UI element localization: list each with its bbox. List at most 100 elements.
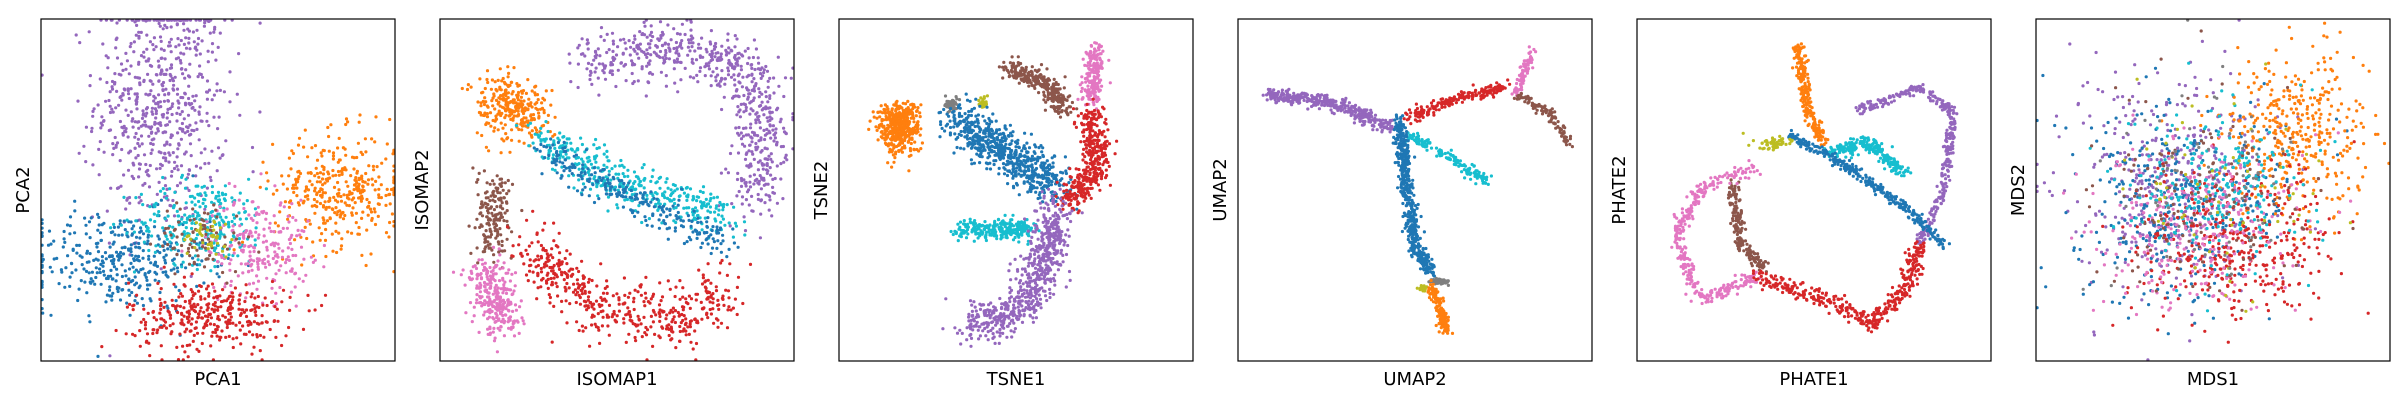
- scatter-point: [551, 143, 555, 147]
- scatter-point: [499, 233, 503, 237]
- scatter-point: [188, 19, 193, 22]
- scatter-point: [251, 170, 255, 174]
- scatter-point: [216, 190, 221, 194]
- scatter-point: [681, 308, 685, 312]
- scatter-point: [499, 184, 503, 188]
- scatter-point: [207, 249, 211, 253]
- scatter-point: [758, 236, 763, 240]
- scatter-point: [592, 307, 596, 311]
- scatter-point: [595, 146, 599, 151]
- scatter-point: [99, 19, 103, 22]
- scatter-point: [602, 38, 606, 43]
- scatter-point: [490, 309, 494, 313]
- scatter-point: [201, 223, 205, 227]
- scatter-point: [249, 308, 253, 312]
- scatter-point: [524, 273, 529, 277]
- scatter-point: [517, 243, 521, 247]
- scatter-point: [142, 50, 146, 54]
- scatter-point: [484, 229, 488, 233]
- scatter-point: [191, 293, 195, 298]
- scatter-point: [756, 181, 760, 185]
- scatter-point: [115, 56, 120, 60]
- scatter-point: [698, 54, 702, 58]
- scatter-point: [301, 279, 305, 283]
- scatter-point: [59, 268, 64, 272]
- scatter-point: [151, 112, 155, 116]
- scatter-point: [242, 310, 246, 314]
- scatter-point: [150, 110, 154, 114]
- scatter-point: [771, 191, 775, 195]
- scatter-point: [729, 62, 734, 66]
- scatter-point: [572, 154, 576, 158]
- scatter-point: [94, 275, 98, 280]
- scatter-point: [472, 305, 476, 309]
- scatter-point: [735, 113, 739, 117]
- scatter-point: [516, 98, 520, 102]
- scatter-point: [552, 304, 556, 308]
- scatter-point: [674, 346, 678, 350]
- scatter-point: [524, 124, 528, 128]
- scatter-point: [229, 240, 233, 244]
- scatter-point: [256, 267, 260, 271]
- scatter-point: [274, 302, 278, 306]
- scatter-point: [715, 58, 719, 62]
- scatter-point: [617, 302, 621, 306]
- scatter-point: [677, 54, 681, 58]
- scatter-point: [104, 99, 108, 103]
- scatter-point: [211, 224, 215, 228]
- scatter-point: [257, 305, 261, 310]
- scatter-point: [590, 63, 594, 67]
- scatter-point: [278, 210, 282, 214]
- scatter-point: [664, 84, 669, 88]
- scatter-point: [590, 323, 594, 327]
- scatter-point: [491, 214, 495, 218]
- scatter-point: [608, 181, 612, 186]
- scatter-point: [875, 116, 879, 120]
- scatter-point: [188, 301, 192, 305]
- scatter-point: [126, 135, 130, 139]
- scatter-point: [377, 187, 381, 191]
- scatter-point: [192, 240, 197, 244]
- scatter-point: [649, 24, 653, 28]
- scatter-point: [179, 19, 183, 23]
- scatter-point: [476, 261, 480, 265]
- scatter-point: [95, 271, 99, 275]
- scatter-point: [168, 143, 172, 147]
- scatter-point: [757, 114, 761, 118]
- scatter-point: [519, 299, 523, 303]
- scatter-point: [588, 290, 592, 294]
- scatter-point: [179, 137, 183, 141]
- scatter-point: [751, 55, 756, 60]
- scatter-point: [278, 285, 282, 290]
- scatter-point: [208, 175, 212, 179]
- scatter-point: [311, 260, 315, 264]
- scatter-point: [774, 127, 778, 131]
- scatter-point: [194, 184, 198, 188]
- scatter-point: [519, 251, 523, 255]
- scatter-point: [537, 114, 541, 119]
- scatter-point: [159, 317, 163, 321]
- scatter-point: [558, 160, 562, 164]
- scatter-point: [89, 281, 93, 285]
- scatter-point: [742, 215, 746, 219]
- scatter-point: [499, 151, 503, 155]
- scatter-point: [196, 258, 200, 262]
- scatter-point: [876, 138, 880, 142]
- scatter-point: [260, 210, 264, 214]
- scatter-point: [161, 88, 165, 93]
- scatter-point: [588, 344, 592, 348]
- scatter-point: [551, 265, 555, 270]
- scatter-point: [594, 160, 598, 164]
- scatter-point: [510, 272, 514, 276]
- scatter-point: [205, 257, 209, 261]
- scatter-point: [247, 282, 252, 286]
- scatter-point: [244, 332, 248, 336]
- scatter-point: [641, 193, 645, 197]
- scatter-point: [210, 42, 215, 46]
- scatter-point: [97, 223, 101, 227]
- scatter-point: [531, 270, 535, 274]
- scatter-point: [280, 300, 284, 304]
- scatter-point: [487, 217, 491, 221]
- scatter-point: [739, 176, 744, 181]
